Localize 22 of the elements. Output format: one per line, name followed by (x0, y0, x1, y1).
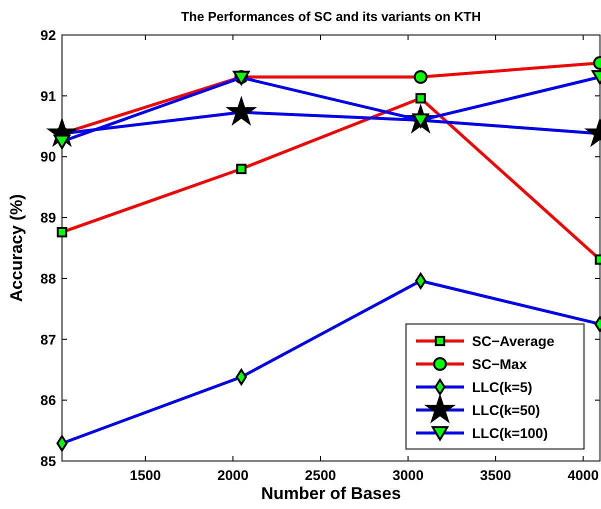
legend-label: LLC(k=100) (472, 425, 548, 441)
y-tick-label: 85 (40, 453, 56, 469)
y-tick-label: 90 (40, 148, 56, 165)
y-tick-label: 89 (40, 210, 56, 226)
legend-label: LLC(k=50) (472, 402, 540, 418)
y-axis-title: Accuracy (%) (7, 194, 26, 302)
x-tick-label: 1500 (130, 467, 162, 483)
x-tick-label: 3500 (480, 467, 512, 483)
y-tick-label: 87 (40, 331, 56, 348)
x-tick-label: 2000 (217, 467, 249, 483)
x-tick-label: 2500 (304, 467, 336, 483)
x-tick-label: 4000 (568, 467, 599, 483)
legend-label: SC−Average (472, 333, 555, 349)
chart-title: The Performances of SC and its variants on KTH (181, 9, 481, 24)
y-tick-label: 86 (40, 392, 56, 408)
x-tick-label: 3000 (392, 467, 424, 483)
y-tick-label: 91 (40, 88, 56, 104)
x-axis-title: Number of Bases (261, 484, 401, 503)
legend-label: LLC(k=5) (472, 379, 532, 395)
y-tick-label: 92 (40, 27, 56, 43)
legend-label: SC−Max (472, 356, 528, 372)
y-tick-label: 88 (40, 270, 56, 286)
